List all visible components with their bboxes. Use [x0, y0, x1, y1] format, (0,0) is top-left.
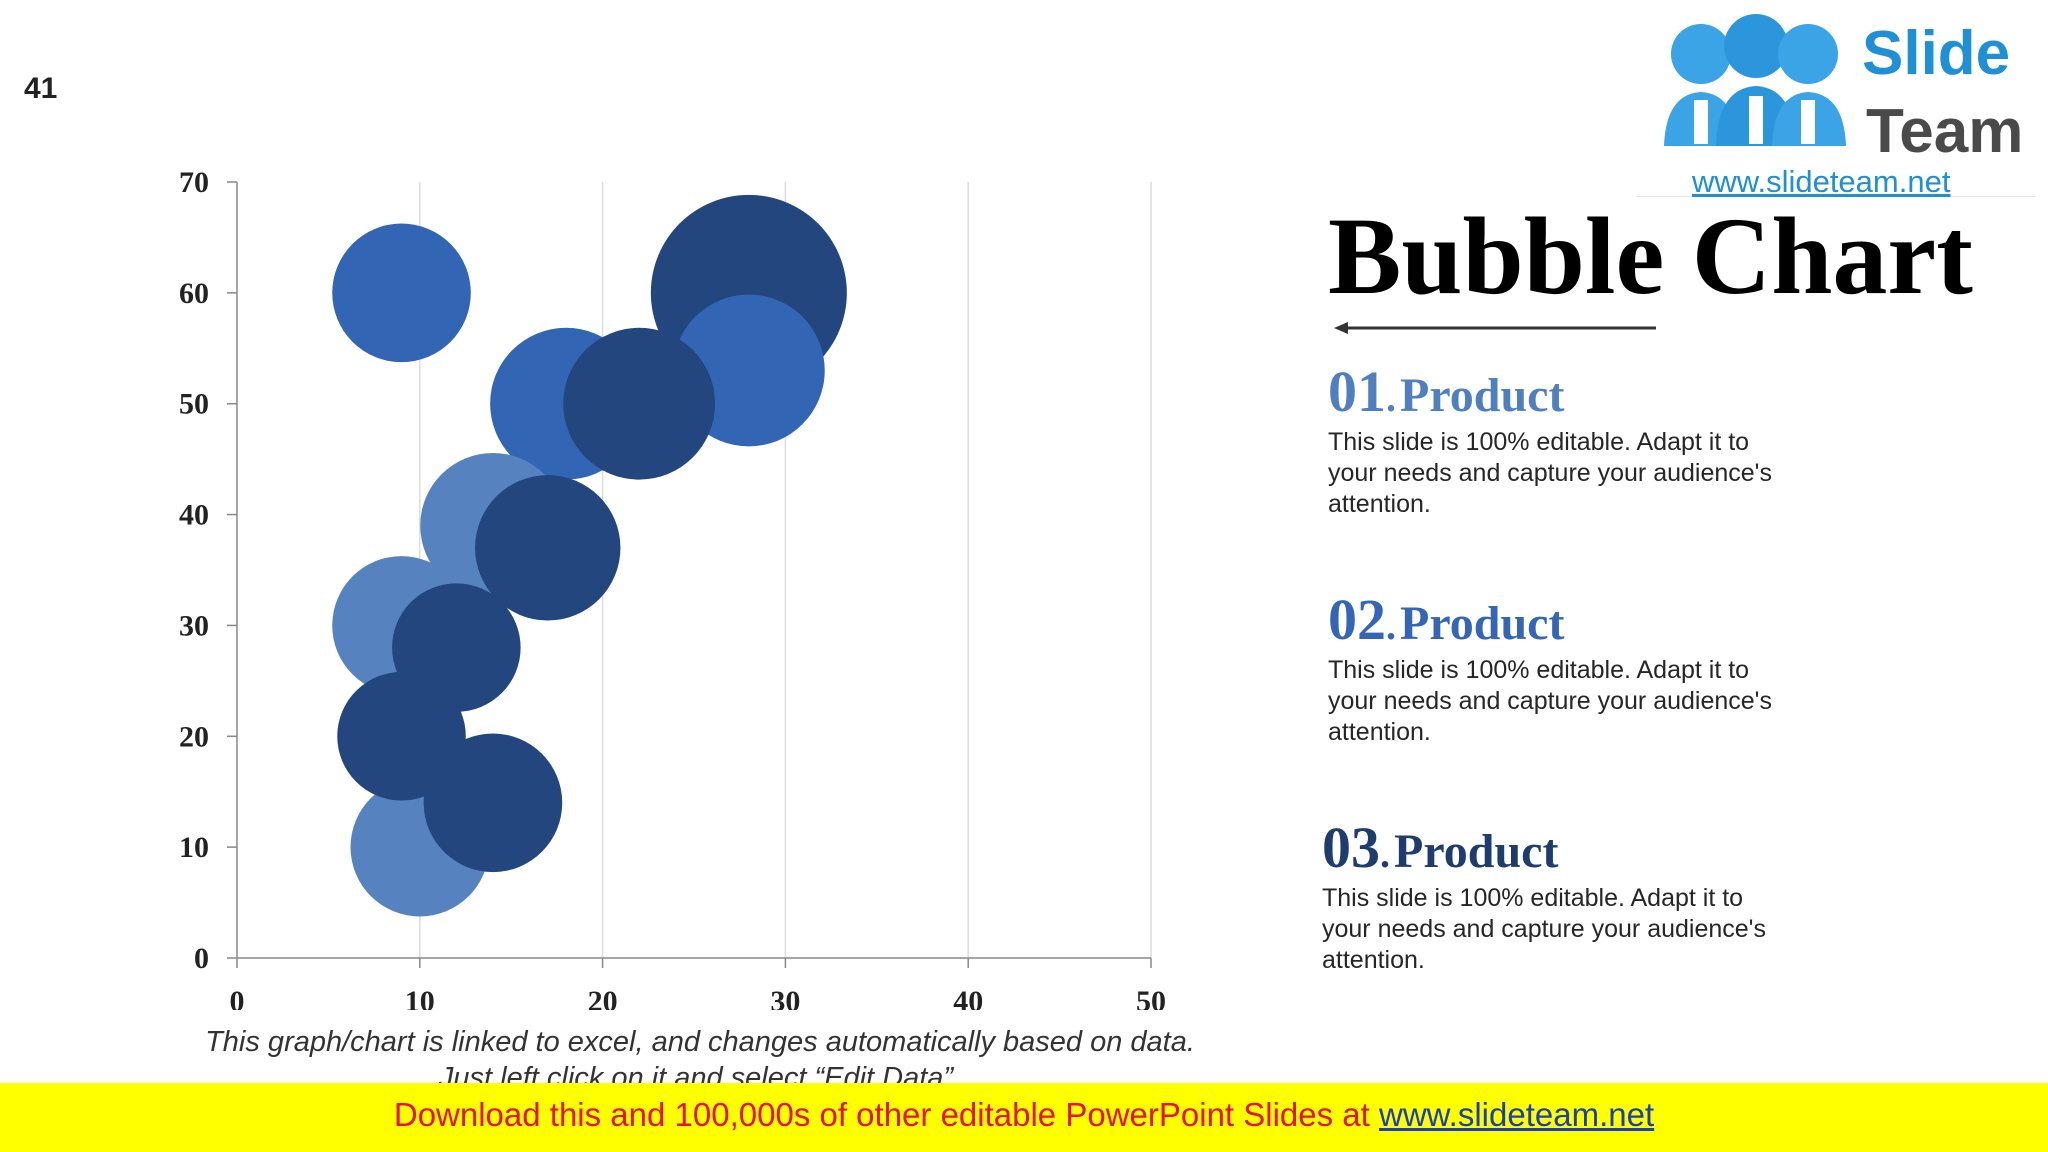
slide-title: Bubble Chart [1328, 195, 1973, 317]
logo-url-link[interactable]: www.slideteam.net [1692, 164, 1951, 199]
product-description: This slide is 100% editable. Adapt it to… [1322, 884, 1766, 974]
product-description: This slide is 100% editable. Adapt it to… [1328, 656, 1772, 746]
team-people-icon [1664, 14, 1846, 146]
bubble [563, 327, 716, 480]
download-banner-text: Download this and 100,000s of other edit… [393, 1096, 1379, 1133]
product-number: 01 [1328, 359, 1386, 424]
bubble [475, 475, 621, 621]
y-tick-label: 20 [179, 720, 209, 753]
chart-bubbles [332, 194, 847, 917]
x-tick-label: 20 [588, 985, 618, 1010]
product-item-2: 02. Product This slide is 100% editable.… [1328, 586, 1848, 748]
product-item-3: 03. Product This slide is 100% editable.… [1322, 814, 1842, 976]
bubble [337, 672, 466, 801]
x-tick-label: 10 [405, 985, 435, 1010]
product-description: This slide is 100% editable. Adapt it to… [1328, 428, 1772, 518]
product-number: 02 [1328, 587, 1386, 652]
y-tick-label: 60 [179, 277, 209, 310]
download-banner-link[interactable]: www.slideteam.net [1379, 1096, 1655, 1133]
chart-note: This graph/chart is linked to excel, and… [205, 1026, 1195, 1084]
product-item-1: 01. Product This slide is 100% editable.… [1328, 358, 1848, 520]
y-tick-label: 40 [179, 499, 209, 532]
product-heading: 03. Product [1322, 815, 1559, 880]
title-underline-arrow [1334, 322, 1656, 334]
chart-axes: 0 10 20 30 40 50 0 10 20 30 40 50 60 70 [179, 166, 1166, 1010]
x-tick-label: 50 [1136, 985, 1166, 1010]
bubble [332, 223, 471, 363]
download-banner: Download this and 100,000s of other edit… [0, 1083, 2048, 1152]
product-label: Product [1400, 369, 1565, 422]
y-tick-label: 30 [179, 609, 209, 642]
y-tick-label: 0 [194, 942, 209, 975]
bubble [423, 733, 563, 873]
x-tick-label: 30 [770, 985, 800, 1010]
logo-word-slide: Slide [1862, 19, 2011, 88]
slideteam-logo: Slide Team www.slideteam.net [1636, 0, 2036, 199]
y-tick-label: 50 [179, 388, 209, 421]
x-tick-label: 40 [953, 985, 983, 1010]
product-label: Product [1394, 825, 1559, 878]
y-tick-label: 70 [179, 166, 209, 199]
bubble-chart: 0 10 20 30 40 50 0 10 20 30 40 50 60 70 [179, 166, 1166, 1010]
y-tick-label: 10 [179, 831, 209, 864]
product-number: 03 [1322, 815, 1380, 880]
product-heading: 01. Product [1328, 359, 1565, 424]
logo-word-team: Team [1866, 97, 2024, 166]
product-heading: 02. Product [1328, 587, 1565, 652]
slide-number: 41 [24, 72, 58, 105]
product-label: Product [1400, 597, 1565, 650]
x-tick-label: 0 [230, 985, 245, 1010]
